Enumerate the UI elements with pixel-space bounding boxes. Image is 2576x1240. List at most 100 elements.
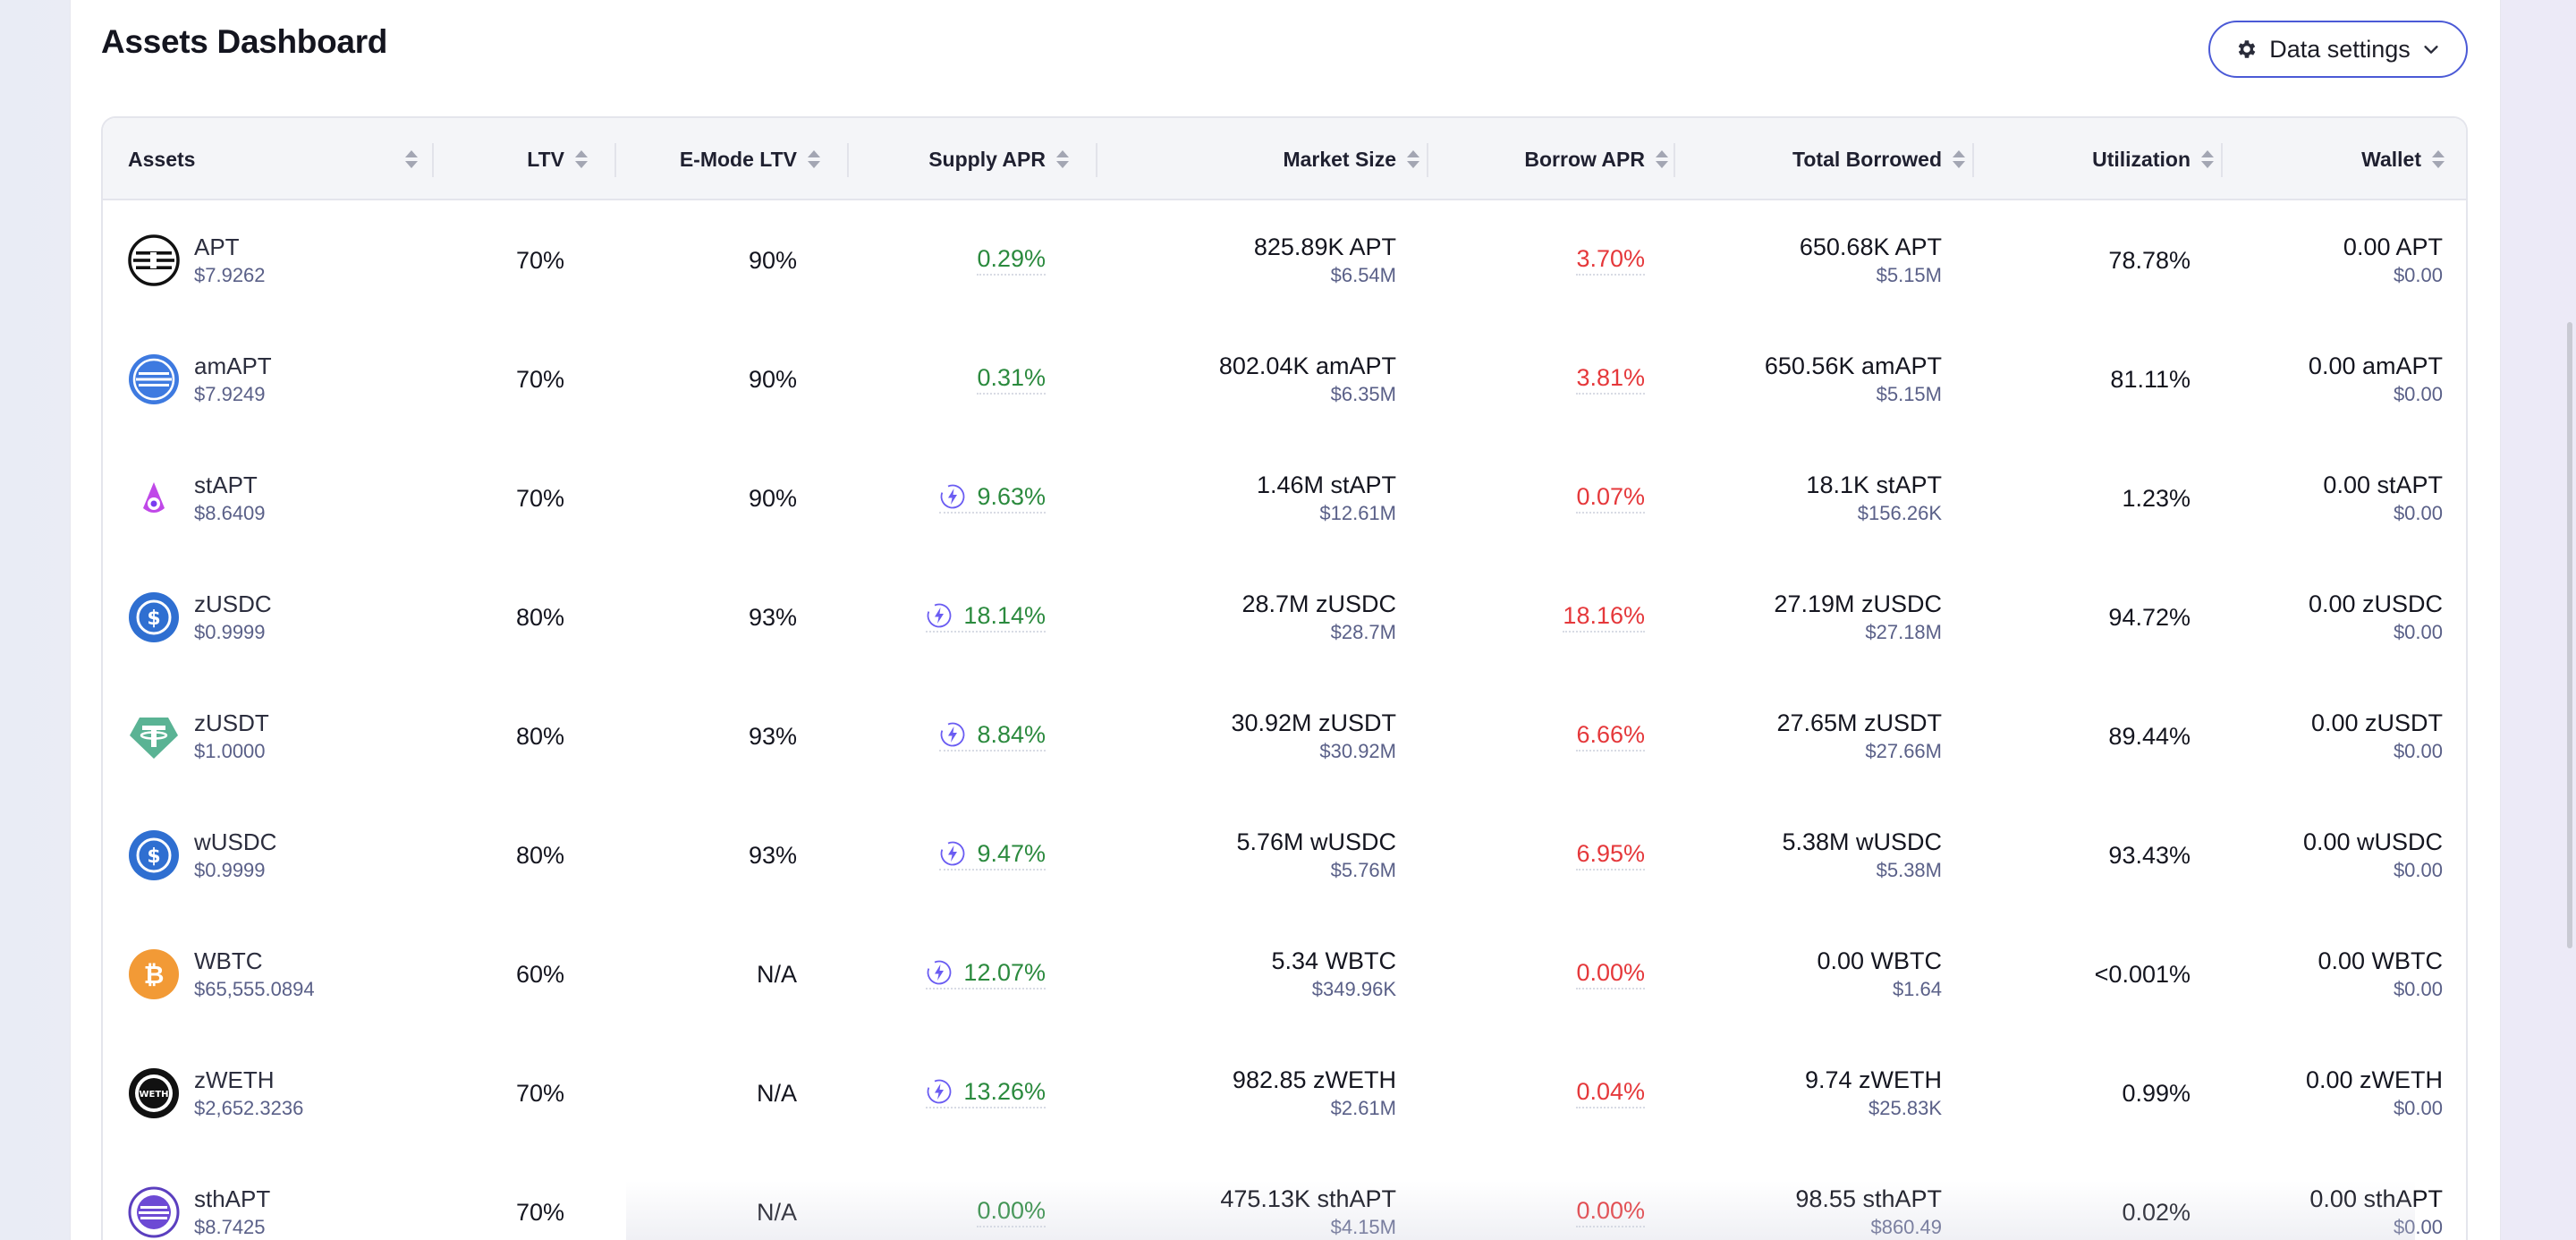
supply-apr-value: 0.29% bbox=[977, 244, 1046, 272]
total-borrowed-value: 5.38M wUSDC bbox=[1782, 828, 1942, 855]
market-size-cell: 1.46M stAPT $12.61M bbox=[1115, 438, 1396, 557]
sort-icon bbox=[575, 149, 588, 169]
ltv-value: 70% bbox=[515, 484, 564, 512]
borrow-apr[interactable]: 3.70% bbox=[1576, 245, 1645, 276]
emode-ltv-value: 90% bbox=[748, 484, 797, 512]
emode-ltv-cell: N/A bbox=[634, 1152, 797, 1240]
borrow-apr[interactable]: 0.07% bbox=[1576, 483, 1645, 514]
emode-ltv-value: N/A bbox=[756, 1079, 797, 1107]
column-divider bbox=[1972, 143, 1974, 177]
ltv-cell: 80% bbox=[452, 795, 564, 914]
sort-icon bbox=[1056, 149, 1069, 169]
borrow-apr[interactable]: 18.16% bbox=[1563, 602, 1645, 633]
utilization-value: 78.78% bbox=[2108, 246, 2190, 274]
ltv-cell: 70% bbox=[452, 1152, 564, 1240]
emode-ltv-cell: 93% bbox=[634, 795, 797, 914]
supply-apr[interactable]: 18.14% bbox=[926, 602, 1046, 633]
supply-apr[interactable]: 9.47% bbox=[939, 840, 1046, 871]
supply-apr[interactable]: 12.07% bbox=[926, 959, 1046, 989]
table-row[interactable]: WETH zWETH $2,652.3236 70% N/A 13.26% 98… bbox=[103, 1033, 2466, 1152]
supply-apr-cell: 9.63% bbox=[867, 438, 1046, 557]
column-header-borrow-apr[interactable]: Borrow APR bbox=[1446, 118, 1668, 200]
table-row[interactable]: ₿ WBTC $65,555.0894 60% N/A 12.07% 5.34 … bbox=[103, 914, 2466, 1033]
column-header-emode-ltv[interactable]: E-Mode LTV bbox=[634, 118, 820, 200]
table-row[interactable]: stAPT $8.6409 70% 90% 9.63% 1.46M stAPT … bbox=[103, 438, 2466, 557]
asset-price: $2,652.3236 bbox=[194, 1096, 304, 1119]
asset-info: amAPT $7.9249 bbox=[194, 351, 272, 408]
borrow-apr[interactable]: 6.66% bbox=[1576, 721, 1645, 752]
total-borrowed-value: 27.19M zUSDC bbox=[1774, 590, 1942, 617]
borrow-apr[interactable]: 0.04% bbox=[1576, 1078, 1645, 1108]
column-divider bbox=[1674, 143, 1675, 177]
supply-apr-cell: 0.00% bbox=[867, 1152, 1046, 1240]
borrow-apr-cell: 0.00% bbox=[1446, 1152, 1645, 1240]
asset-symbol: WBTC bbox=[194, 947, 263, 974]
column-header-assets[interactable]: Assets bbox=[128, 118, 418, 200]
usdc-icon: $ bbox=[128, 591, 180, 643]
borrow-apr[interactable]: 3.81% bbox=[1576, 364, 1645, 395]
data-settings-button[interactable]: Data settings bbox=[2208, 21, 2468, 78]
column-label: Supply APR bbox=[928, 147, 1046, 171]
column-header-supply-apr[interactable]: Supply APR bbox=[867, 118, 1069, 200]
supply-apr[interactable]: 8.84% bbox=[939, 721, 1046, 752]
borrow-apr[interactable]: 0.00% bbox=[1576, 1197, 1645, 1227]
supply-apr-cell: 0.31% bbox=[867, 319, 1046, 438]
asset-info: WBTC $65,555.0894 bbox=[194, 946, 315, 1003]
wallet-value: 0.00 zUSDT bbox=[2310, 709, 2443, 736]
column-divider bbox=[1427, 143, 1428, 177]
table-row[interactable]: $ wUSDC $0.9999 80% 93% 9.47% 5.76M wUSD… bbox=[103, 795, 2466, 914]
table-row[interactable]: APT $7.9262 70% 90% 0.29% 825.89K APT $6… bbox=[103, 200, 2466, 319]
supply-apr[interactable]: 13.26% bbox=[926, 1078, 1046, 1108]
borrow-apr-value: 0.00% bbox=[1576, 958, 1645, 986]
emode-ltv-cell: 90% bbox=[634, 438, 797, 557]
emode-ltv-value: 90% bbox=[748, 365, 797, 393]
supply-apr[interactable]: 9.63% bbox=[939, 483, 1046, 514]
column-header-market-size[interactable]: Market Size bbox=[1115, 118, 1419, 200]
borrow-apr[interactable]: 0.00% bbox=[1576, 959, 1645, 989]
sthapt-icon bbox=[128, 1186, 180, 1238]
total-borrowed-cell: 27.65M zUSDT $27.66M bbox=[1693, 676, 1942, 795]
utilization-value: 81.11% bbox=[2110, 365, 2190, 393]
column-header-wallet[interactable]: Wallet bbox=[2241, 118, 2445, 200]
ltv-value: 70% bbox=[515, 246, 564, 274]
sort-icon bbox=[808, 149, 820, 169]
supply-apr-cell: 13.26% bbox=[867, 1033, 1046, 1152]
wallet-cell: 0.00 zUSDT $0.00 bbox=[2241, 676, 2443, 795]
table-row[interactable]: zUSDT $1.0000 80% 93% 8.84% 30.92M zUSDT… bbox=[103, 676, 2466, 795]
page-scrollbar[interactable] bbox=[2567, 322, 2572, 948]
data-settings-label: Data settings bbox=[2269, 35, 2411, 63]
column-header-ltv[interactable]: LTV bbox=[452, 118, 588, 200]
asset-cell: stAPT $8.6409 bbox=[128, 438, 432, 557]
asset-info: wUSDC $0.9999 bbox=[194, 827, 276, 884]
wallet-usd: $0.00 bbox=[2393, 1215, 2443, 1238]
supply-apr[interactable]: 0.31% bbox=[977, 364, 1046, 395]
emode-ltv-cell: 90% bbox=[634, 200, 797, 319]
column-header-utilization[interactable]: Utilization bbox=[1992, 118, 2214, 200]
supply-apr[interactable]: 0.29% bbox=[977, 245, 1046, 276]
total-borrowed-cell: 27.19M zUSDC $27.18M bbox=[1693, 557, 1942, 676]
asset-symbol: zWETH bbox=[194, 1066, 275, 1093]
table-row[interactable]: sthAPT $8.7425 70% N/A 0.00% 475.13K sth… bbox=[103, 1152, 2466, 1240]
market-size-cell: 28.7M zUSDC $28.7M bbox=[1115, 557, 1396, 676]
table-row[interactable]: $ zUSDC $0.9999 80% 93% 18.14% 28.7M zUS… bbox=[103, 557, 2466, 676]
utilization-cell: 0.02% bbox=[1992, 1152, 2190, 1240]
wallet-value: 0.00 zUSDC bbox=[2308, 590, 2443, 617]
column-header-total-borrowed[interactable]: Total Borrowed bbox=[1693, 118, 1965, 200]
column-label: Total Borrowed bbox=[1792, 147, 1942, 171]
asset-price: $7.9262 bbox=[194, 263, 266, 286]
column-divider bbox=[2221, 143, 2223, 177]
asset-price: $7.9249 bbox=[194, 382, 266, 405]
asset-cell: $ wUSDC $0.9999 bbox=[128, 795, 432, 914]
market-size-cell: 825.89K APT $6.54M bbox=[1115, 200, 1396, 319]
table-row[interactable]: amAPT $7.9249 70% 90% 0.31% 802.04K amAP… bbox=[103, 319, 2466, 438]
supply-apr-value: 0.31% bbox=[977, 363, 1046, 391]
bottom-overlay bbox=[626, 1181, 2415, 1240]
wallet-value: 0.00 WBTC bbox=[2318, 947, 2443, 974]
column-divider bbox=[614, 143, 616, 177]
total-borrowed-usd: $5.38M bbox=[1876, 858, 1942, 881]
borrow-apr[interactable]: 6.95% bbox=[1576, 840, 1645, 871]
market-size-value: 28.7M zUSDC bbox=[1241, 590, 1396, 617]
asset-symbol: APT bbox=[194, 233, 240, 260]
supply-apr[interactable]: 0.00% bbox=[977, 1197, 1046, 1227]
ltv-cell: 80% bbox=[452, 557, 564, 676]
